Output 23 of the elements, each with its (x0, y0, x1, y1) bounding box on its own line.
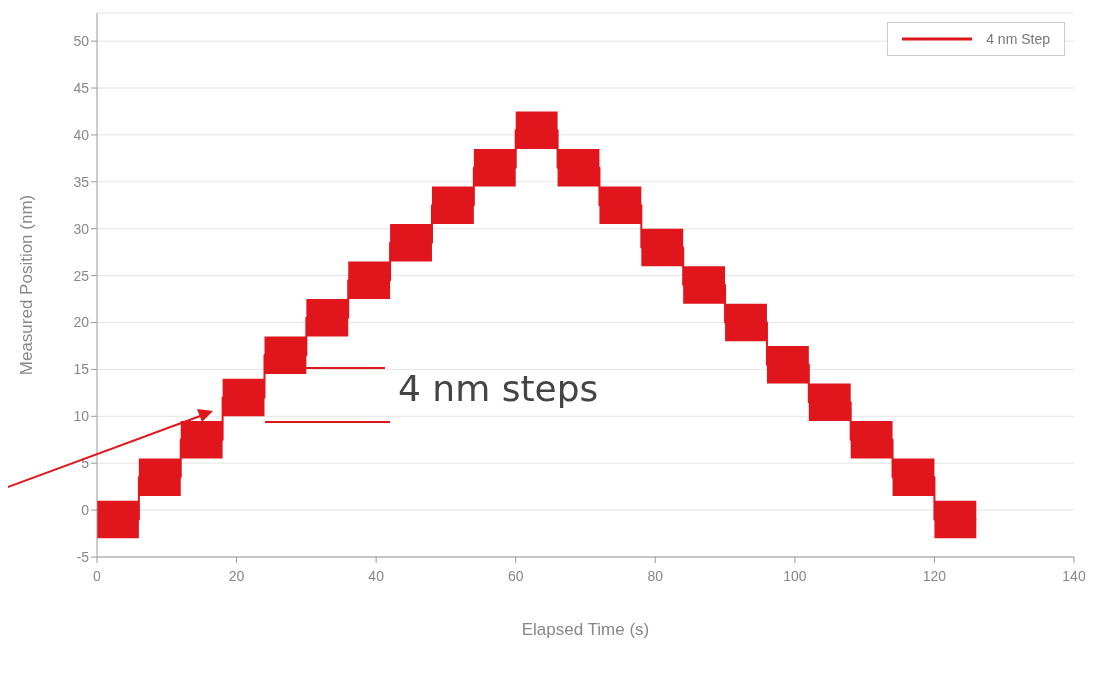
x-axis-title: Elapsed Time (s) (521, 620, 650, 639)
y-tick-label: 40 (73, 126, 90, 143)
y-axis-title: Measured Position (nm) (17, 194, 37, 376)
y-tick-label: 20 (73, 314, 90, 331)
y-tick-label: 50 (73, 33, 90, 50)
y-tick-label: 35 (73, 173, 90, 190)
y-tick-label: 25 (73, 267, 90, 284)
legend-label: 4 nm Step (986, 31, 1050, 47)
x-tick-label: 140 (1062, 567, 1086, 584)
y-tick-label: 30 (73, 220, 90, 237)
y-tick-label: 45 (73, 80, 90, 96)
x-tick-label: 120 (922, 567, 947, 584)
y-tick-label: 15 (73, 361, 90, 378)
x-tick-label: 80 (647, 567, 664, 584)
x-tick-label: 0 (93, 567, 102, 584)
x-tick-label: 100 (783, 567, 807, 584)
x-tick-label: 20 (228, 567, 245, 584)
y-tick-label: 10 (73, 408, 90, 425)
annotation: 4 nm steps (398, 368, 599, 409)
y-tick-label: -5 (76, 548, 90, 565)
y-tick-label: 0 (81, 502, 90, 519)
x-tick-label: 40 (368, 567, 385, 584)
x-tick-label: 60 (507, 567, 524, 584)
